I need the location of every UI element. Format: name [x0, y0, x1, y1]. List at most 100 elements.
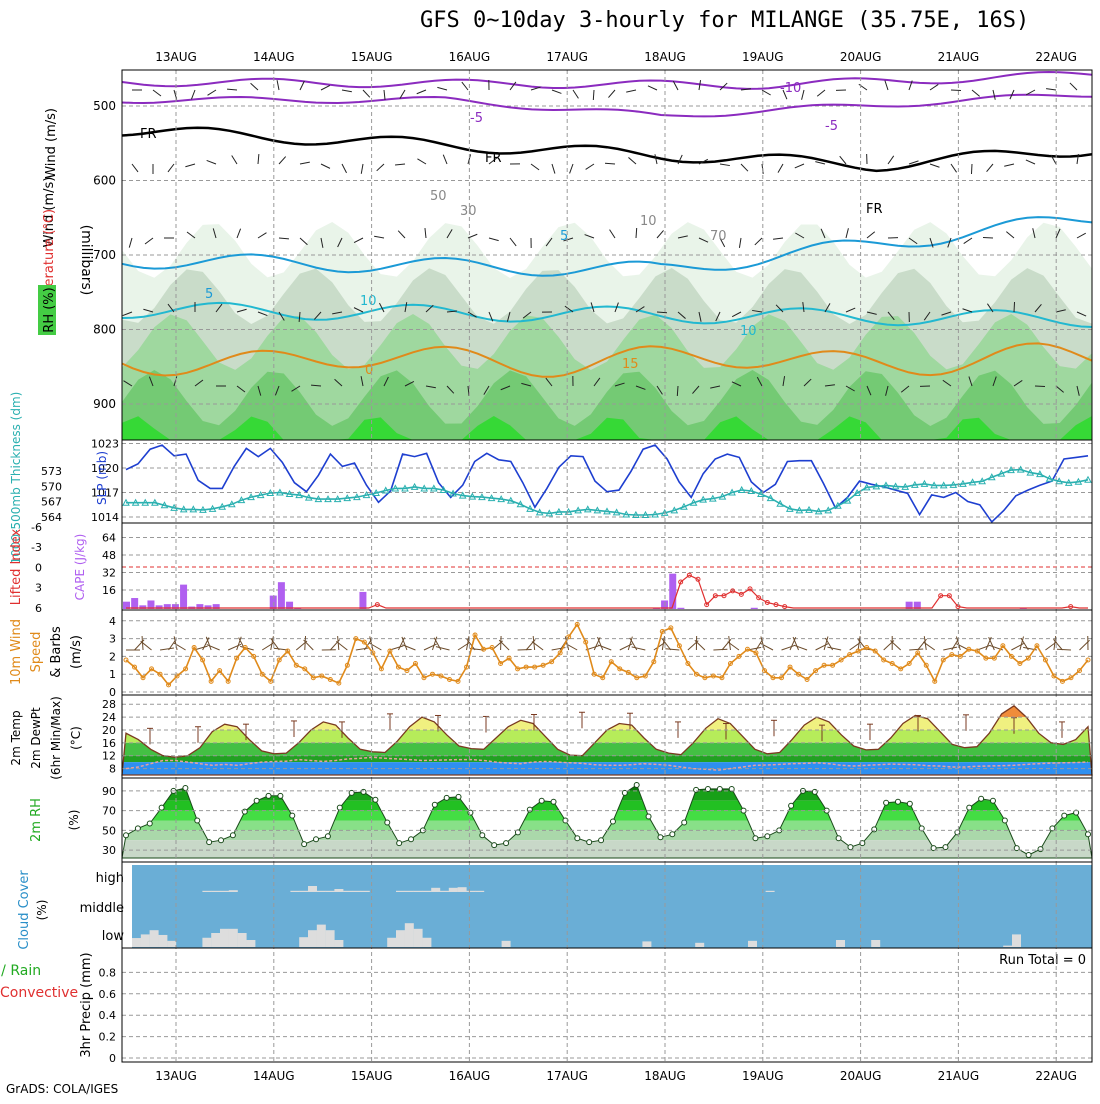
rh-point: [456, 794, 461, 799]
high-cloud-bar: [440, 891, 449, 892]
rh-point: [397, 841, 402, 846]
temp-band: [122, 756, 1092, 762]
bottom-day-label: 21AUG: [938, 1069, 980, 1083]
precip-total-label: Total / Rain: [0, 963, 41, 979]
rh-point: [492, 843, 497, 848]
wind-tick-label: 4: [109, 615, 116, 628]
temp-axis-label-3: (6hr Min/Max): [49, 696, 63, 780]
panel-frame: [122, 610, 1092, 695]
low-cloud-bar: [308, 930, 317, 947]
low-cloud-bar: [211, 933, 220, 947]
surface-wind-barb: [228, 644, 241, 650]
bottom-day-label: 14AUG: [253, 1069, 295, 1083]
cape-axis-label: CAPE (J/kg): [73, 534, 87, 601]
cape-bar: [669, 574, 676, 609]
rh-point: [314, 837, 319, 842]
high-cloud-bar: [422, 891, 431, 892]
high-cloud-bar: [414, 891, 423, 892]
slp-tick-label: 1023: [91, 438, 119, 451]
rh-tick-label: 50: [102, 824, 116, 837]
low-cloud-bar: [202, 938, 211, 947]
surface-wind-barb: [594, 637, 600, 650]
surface-wind-barb: [713, 649, 727, 650]
surface-wind-barb: [816, 644, 828, 650]
surface-wind-barb: [1057, 649, 1071, 650]
low-cloud-bar: [238, 933, 247, 947]
high-cloud-bar: [766, 891, 775, 892]
cloud-unit-label: (%): [35, 900, 49, 921]
rh-point: [907, 801, 912, 806]
wind-barb: [1014, 302, 1015, 312]
temp-band: [122, 743, 1092, 756]
surface-wind-barb: [434, 638, 441, 650]
surface-wind-barb: [977, 645, 990, 650]
wind-tick-label: 2: [109, 650, 116, 663]
low-cloud-bar: [299, 937, 308, 947]
li-tick-label: -6: [31, 521, 42, 534]
low-cloud-bar: [405, 923, 414, 947]
rh-band: [122, 801, 1092, 811]
rh-point: [789, 803, 794, 808]
low-cloud-bar: [132, 938, 141, 947]
temp-tick-label: 16: [102, 737, 116, 750]
low-cloud-bar: [220, 929, 229, 947]
rh-point: [599, 838, 604, 843]
low-cloud-bar: [1003, 946, 1012, 947]
contour-label: FR: [140, 127, 157, 142]
low-cloud-bar: [1012, 934, 1021, 947]
surface-wind-barb: [174, 643, 186, 650]
rh-point: [480, 833, 485, 838]
precip-tick-label: 0.6: [99, 988, 117, 1001]
bottom-day-label: 16AUG: [449, 1069, 491, 1083]
surface-wind-barb: [827, 647, 841, 650]
low-cloud-bar: [141, 934, 150, 947]
contour-label: FR: [866, 202, 883, 217]
high-cloud-bar: [466, 891, 475, 892]
rh-point: [670, 832, 675, 837]
rh-point: [207, 840, 212, 845]
cloud-bg: [132, 865, 1092, 948]
rh-point: [183, 785, 188, 790]
rh-point: [432, 802, 437, 807]
surface-wind-barb: [632, 647, 646, 650]
contour-label: -5: [825, 119, 838, 134]
high-cloud-bar: [343, 891, 352, 892]
surface-wind-barb: [943, 647, 957, 650]
wind-barb: [636, 228, 637, 238]
contour-label: -10: [780, 81, 801, 96]
rh-point: [682, 820, 687, 825]
low-cloud-bar: [642, 941, 651, 947]
top-day-label: 19AUG: [742, 50, 784, 64]
cloud-level-label: middle: [80, 901, 124, 916]
thickness-tick-label: 567: [41, 496, 62, 509]
run-total-label: Run Total = 0: [999, 953, 1086, 968]
wind-speed-point: [124, 658, 128, 662]
high-cloud-bar: [299, 891, 308, 892]
rh-point: [979, 796, 984, 801]
rh-point: [385, 820, 390, 825]
wind-speed-line: [126, 624, 1088, 685]
wind-axis-label: Wind (m/s): [44, 108, 59, 179]
top-day-label: 20AUG: [840, 50, 882, 64]
temp-tick-label: 24: [102, 711, 116, 724]
low-cloud-bar: [158, 935, 167, 947]
cape-tick-label: 32: [102, 567, 116, 580]
rh-point: [587, 840, 592, 845]
rh-point: [634, 783, 639, 788]
contour-label: 30: [460, 204, 477, 219]
high-cloud-bar: [405, 891, 414, 892]
precip-tick-label: 0.2: [99, 1031, 117, 1044]
rh-point: [967, 805, 972, 810]
thickness-tick-label: 573: [41, 465, 62, 478]
temp-tick-label: 8: [109, 763, 116, 776]
precip-tick-label: 0.4: [99, 1009, 117, 1022]
cloud-axis-label: Cloud Cover: [17, 870, 32, 950]
rh-point: [1038, 847, 1043, 852]
rh-point: [325, 834, 330, 839]
wind-barb: [593, 90, 594, 100]
bottom-day-label: 15AUG: [351, 1069, 393, 1083]
contour-label: 10: [740, 324, 757, 339]
rh-point: [409, 837, 414, 842]
rh-point: [195, 818, 200, 823]
